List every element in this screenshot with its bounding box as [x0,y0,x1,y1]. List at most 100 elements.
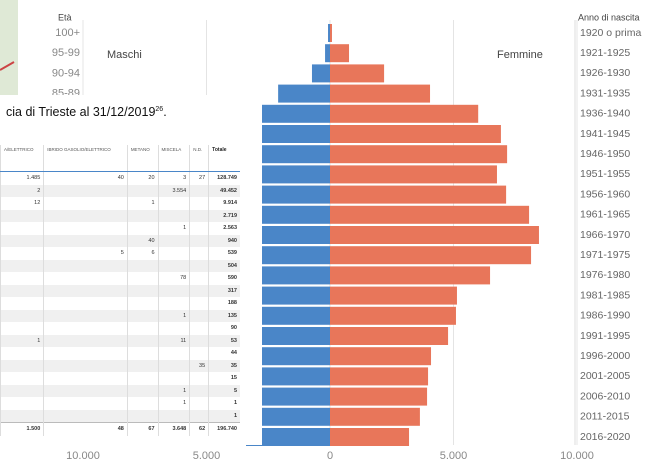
table-row: 1 135 [1,310,241,323]
bar [278,85,330,103]
birth-year-label: 2006-2010 [580,390,630,402]
bar [328,24,330,42]
table-cell [190,185,209,198]
table-cell [1,360,44,373]
birth-year-label: 2016-2020 [580,431,630,443]
table-cell [1,285,44,298]
table-cell [1,310,44,323]
bar [330,64,384,82]
bar [330,347,431,365]
table-cell [127,397,158,410]
table-cell [44,397,128,410]
table-cell: 49.452 [209,185,240,198]
table-row: 317 [1,285,241,298]
table-row: 23.55449.452 [1,185,241,198]
birth-year-label: 1956-1960 [580,188,630,200]
table-row: 44 [1,347,241,360]
bar [330,165,497,183]
table-cell [190,197,209,210]
table-cell [44,272,128,285]
table-cell: 1 [1,335,44,348]
table-row: 504 [1,260,241,273]
table-cell [1,397,44,410]
table-row: 188 [1,297,241,310]
bar [330,287,457,305]
table-cell [158,297,190,310]
table-cell [127,322,158,335]
table-cell [1,347,44,360]
table-cell: 1 [158,222,190,235]
birth-year-label: 1946-1950 [580,148,630,160]
table-cell: 135 [209,310,240,323]
table-cell [44,385,128,398]
table-cell: 504 [209,260,240,273]
table-cell [44,322,128,335]
table-cell [190,347,209,360]
right-header: Anno di nascita [578,12,640,22]
table-cell [158,210,190,223]
table-cell [127,310,158,323]
table-cell [158,247,190,260]
table-cell [127,272,158,285]
bar [330,428,409,446]
table-cell [127,360,158,373]
birth-year-label: 1936-1940 [580,108,630,120]
y-header: Età [58,12,72,22]
table-cell [127,347,158,360]
bar [330,327,448,345]
table-cell [44,335,128,348]
table-cell: 1 [158,310,190,323]
y-tick-label: 95-99 [52,47,80,59]
table-cell: 1 [158,385,190,398]
bar [330,307,456,325]
table-cell: 15 [209,372,240,385]
bar [330,24,332,42]
table-cell [127,372,158,385]
document-overlay: cia di Trieste al 31/12/201926. A/ELETTR… [0,95,262,445]
bar [330,206,529,224]
table-cell [44,297,128,310]
birth-year-label: 1991-1995 [580,330,630,342]
table-row: 15 [1,372,241,385]
birth-year-label: 2011-2015 [580,411,630,423]
birth-year-label: 1926-1930 [580,67,630,79]
table-cell [1,297,44,310]
column-header: MISCELA [158,145,190,172]
birth-year-label: 1996-2000 [580,350,630,362]
left-label: Maschi [107,49,142,61]
table-cell [158,360,190,373]
table-cell [127,210,158,223]
table-cell [190,222,209,235]
birth-year-label: 1931-1935 [580,87,630,99]
table-cell [127,285,158,298]
table-cell: 2.719 [209,210,240,223]
bar [330,85,430,103]
table-cell [190,385,209,398]
bar [330,226,539,244]
table-cell [1,385,44,398]
table-row: 90 [1,322,241,335]
table-cell [127,385,158,398]
table-cell: 1 [158,397,190,410]
table-cell [1,272,44,285]
bar [330,145,507,163]
bar [325,44,330,62]
table-cell [127,222,158,235]
table-cell: 62 [190,423,209,436]
table-cell: 9.914 [209,197,240,210]
table-cell [190,260,209,273]
column-header: IBRIDO GASOLIO/ELETTRICO [44,145,128,172]
table-cell [1,247,44,260]
table-cell [158,410,190,423]
table-cell: 317 [209,285,240,298]
table-cell [190,297,209,310]
table-cell [190,272,209,285]
table-cell [190,247,209,260]
table-cell: 20 [127,172,158,185]
